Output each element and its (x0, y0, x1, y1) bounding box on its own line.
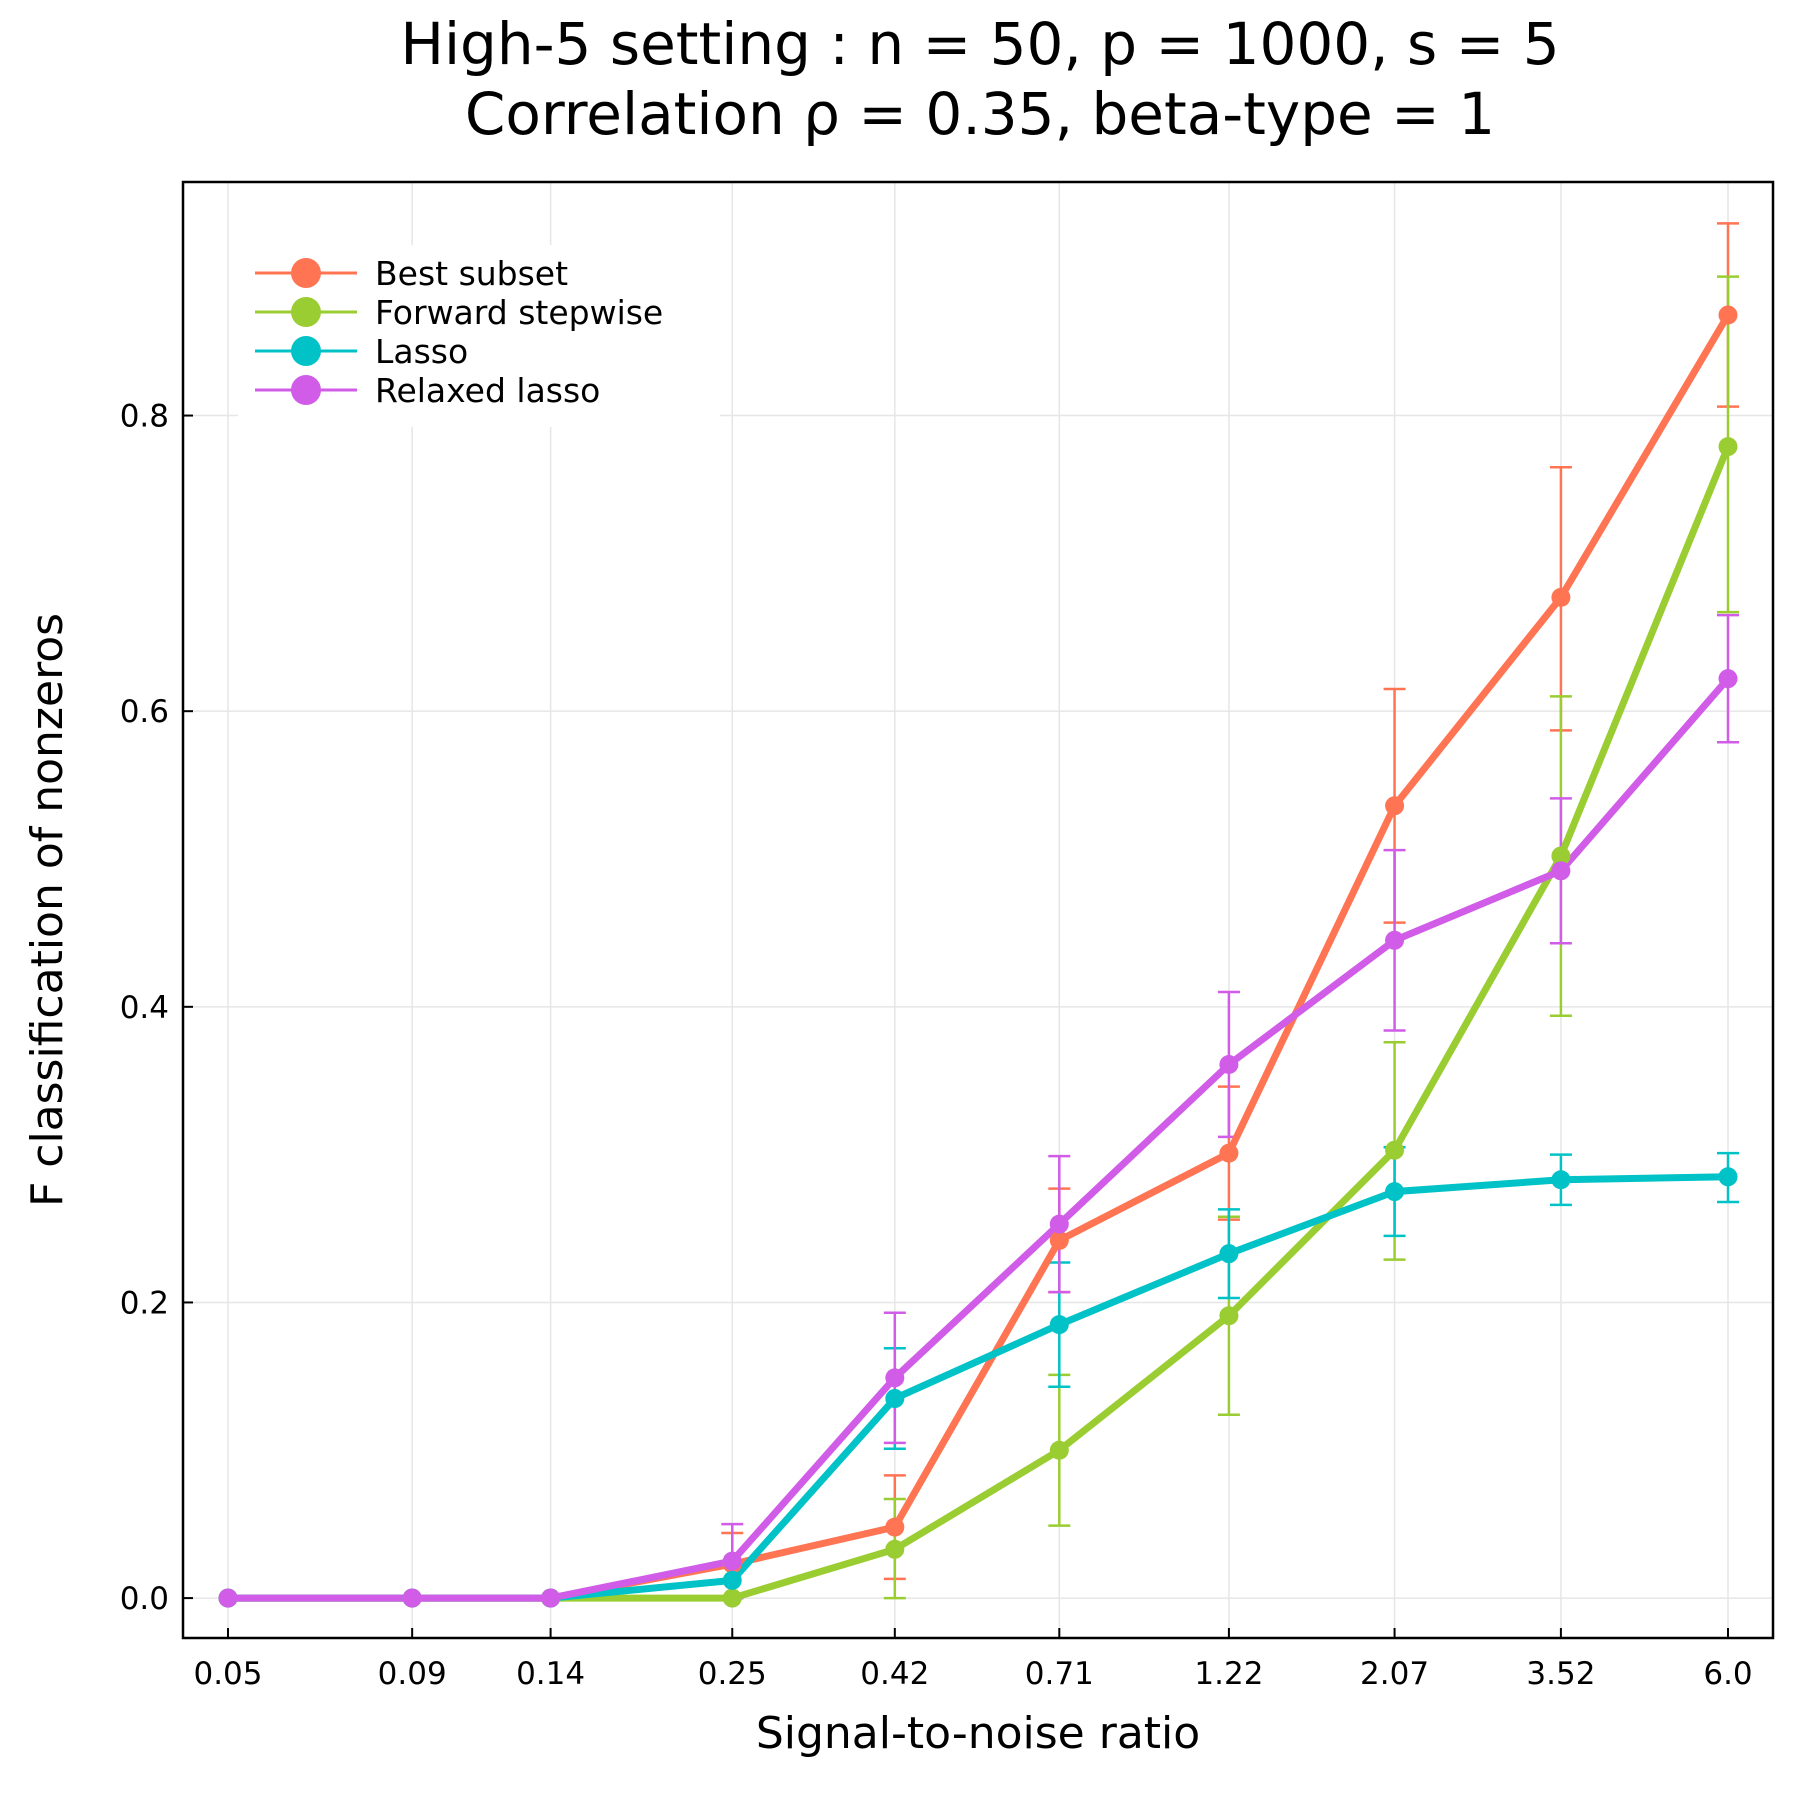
legend-label-relaxed-lasso: Relaxed lasso (375, 371, 600, 410)
lasso-point-7 (1385, 1182, 1405, 1202)
relaxed-lasso-line (224, 675, 1732, 1602)
chart-subtitle: Correlation ρ = 0.35, beta-type = 1 (465, 80, 1495, 148)
x-tick-label-5: 0.71 (1025, 1656, 1094, 1692)
relaxed-lasso-point-8 (1551, 861, 1571, 881)
relaxed-lasso-point-0 (218, 1588, 238, 1608)
x-tick-label-0: 0.05 (193, 1656, 262, 1692)
relaxed-lasso-point-2 (541, 1588, 561, 1608)
x-tick-label-7: 2.07 (1360, 1656, 1429, 1692)
y-axis-label: F classification of nonzeros (22, 613, 73, 1207)
x-tick-label-1: 0.09 (378, 1656, 447, 1692)
best-subset-point-4 (885, 1517, 905, 1537)
legend-label-lasso: Lasso (375, 332, 468, 371)
legend-marker-forward-stepwise (291, 297, 321, 327)
chart-title: High-5 setting : n = 50, p = 1000, s = 5 (400, 10, 1559, 78)
forward-stepwise-point-6 (1219, 1306, 1239, 1326)
y-tick-label-1: 0.2 (120, 1285, 169, 1321)
y-tick-label-4: 0.8 (120, 399, 169, 435)
best-subset-point-6 (1219, 1143, 1239, 1163)
relaxed-lasso-point-4 (885, 1368, 905, 1388)
x-tick-label-9: 6.0 (1703, 1656, 1752, 1692)
relaxed-lasso-point-6 (1219, 1054, 1239, 1074)
legend-marker-relaxed-lasso (291, 375, 321, 405)
x-tick-label-2: 0.14 (516, 1656, 585, 1692)
lasso-point-3 (722, 1570, 742, 1590)
relaxed-lasso-point-7 (1385, 930, 1405, 950)
best-subset-point-5 (1049, 1230, 1069, 1250)
forward-stepwise-line (224, 443, 1732, 1602)
x-axis-ticks: 0.05 0.09 0.14 0.25 0.42 0.71 1.22 2.07 3.52 6.0 (193, 1628, 1753, 1692)
x-tick-label-3: 0.25 (698, 1656, 767, 1692)
x-tick-label-4: 0.42 (860, 1656, 929, 1692)
legend-marker-lasso (291, 336, 321, 366)
best-subset-point-9 (1718, 305, 1738, 325)
y-tick-label-3: 0.6 (120, 694, 169, 730)
error-bars (721, 222, 1739, 1600)
series-lines (224, 311, 1732, 1602)
relaxed-lasso-point-5 (1049, 1214, 1069, 1234)
forward-stepwise-point-3 (722, 1588, 742, 1608)
lasso-point-6 (1219, 1244, 1239, 1264)
forward-stepwise-point-7 (1385, 1140, 1405, 1160)
plot-frame (181, 180, 1775, 1640)
relaxed-lasso-point-9 (1718, 669, 1738, 689)
x-tick-label-6: 1.22 (1194, 1656, 1263, 1692)
legend-label-forward-stepwise: Forward stepwise (375, 293, 663, 332)
forward-stepwise-point-8 (1551, 846, 1571, 866)
legend-label-best-subset: Best subset (375, 254, 568, 293)
x-axis-label: Signal-to-noise ratio (756, 1708, 1200, 1759)
forward-stepwise-point-9 (1718, 437, 1738, 457)
lasso-point-4 (885, 1389, 905, 1409)
lasso-point-8 (1551, 1170, 1571, 1190)
relaxed-lasso-point-3 (722, 1551, 742, 1571)
forward-stepwise-point-4 (885, 1539, 905, 1559)
relaxed-lasso-point-1 (402, 1588, 422, 1608)
x-tick-label-8: 3.52 (1526, 1656, 1595, 1692)
lasso-point-5 (1049, 1315, 1069, 1335)
lasso-point-9 (1718, 1167, 1738, 1187)
y-tick-label-0: 0.0 (120, 1581, 169, 1617)
best-subset-point-8 (1551, 587, 1571, 607)
forward-stepwise-point-5 (1049, 1440, 1069, 1460)
legend-marker-best-subset (291, 258, 321, 288)
best-subset-point-7 (1385, 796, 1405, 816)
series-points (218, 305, 1738, 1608)
y-axis-ticks: 0.0 0.2 0.4 0.6 0.8 (120, 399, 193, 1617)
y-tick-label-2: 0.4 (120, 990, 169, 1026)
